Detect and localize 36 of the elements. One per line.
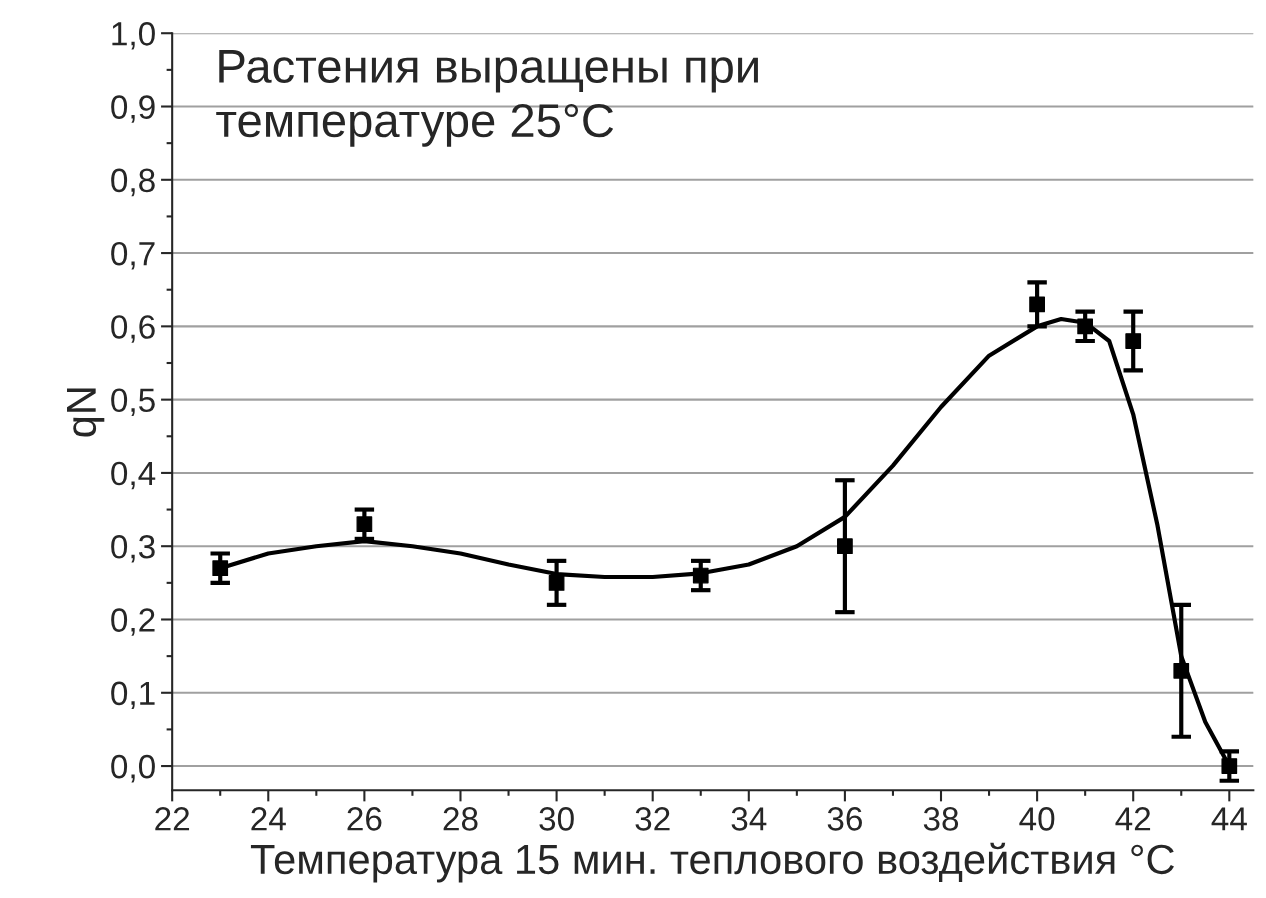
y-tick-label: 0,6	[111, 315, 155, 343]
y-tick-label: 0,8	[111, 168, 155, 197]
y-tick-label: 0,3	[111, 535, 155, 563]
x-tick-label: 30	[539, 807, 574, 831]
y-tick-label: 0,9	[111, 95, 155, 123]
annotation: Растения выращены при температуре 25°C	[216, 50, 758, 147]
x-tick-label: 38	[923, 807, 959, 831]
y-tick-label: 0,2	[111, 608, 155, 636]
y-tick-label: 0,4	[111, 461, 156, 490]
point	[837, 538, 853, 555]
y-tick-label: 0,5	[111, 388, 155, 416]
x-tick-label: 34	[731, 807, 767, 831]
point	[1173, 662, 1190, 679]
x-tick-label: 22	[155, 807, 190, 831]
x-tick-label: 26	[347, 807, 382, 831]
x-tick-label: 44	[1211, 807, 1247, 831]
x-tick-label: 24	[251, 807, 286, 831]
point	[1221, 758, 1238, 774]
point	[212, 560, 229, 577]
y-axis-title: qN	[67, 388, 105, 437]
y-tick-label: 1,0	[112, 22, 155, 50]
point	[548, 574, 565, 591]
point	[692, 567, 709, 584]
x-tick-label: 36	[827, 807, 862, 831]
point	[1077, 318, 1094, 335]
point	[1125, 333, 1142, 349]
point	[356, 516, 373, 533]
x-tick-label: 42	[1115, 807, 1151, 831]
point	[1029, 296, 1045, 313]
x-tick-label: 32	[635, 807, 670, 831]
y-tick-label: 0,0	[111, 754, 155, 783]
x-tick-label: 40	[1019, 807, 1055, 831]
x-axis-title: Температура 15 мин. теплового воздействия °C	[250, 842, 1174, 883]
x-tick-label: 28	[443, 807, 478, 831]
y-tick-label: 0,1	[111, 681, 155, 710]
y-tick-label: 0,7	[111, 241, 155, 270]
